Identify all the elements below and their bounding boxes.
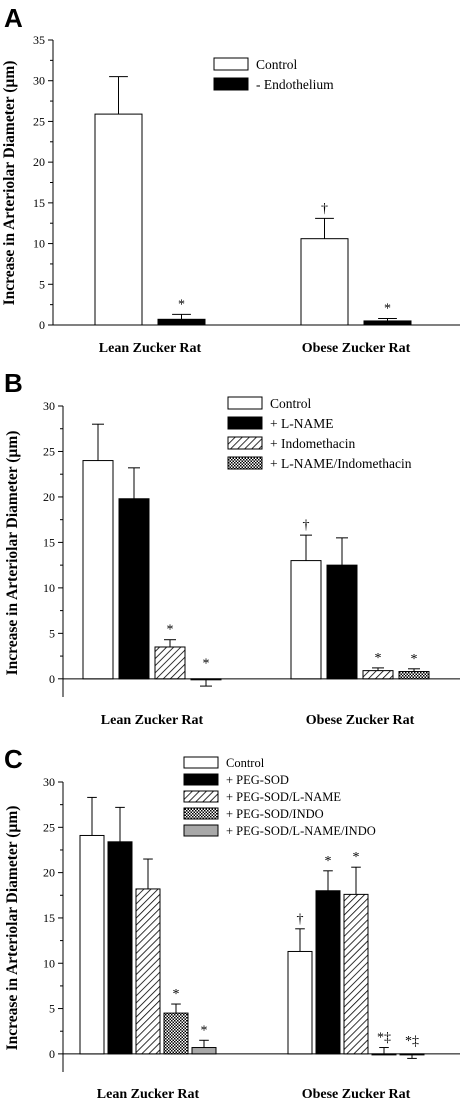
bar	[371, 1053, 397, 1056]
y-tick-label: 0	[49, 672, 55, 686]
legend-label: + PEG-SOD	[226, 773, 289, 787]
bar	[157, 318, 206, 326]
significance-mark: *	[384, 301, 391, 316]
y-tick-label: 25	[43, 820, 55, 834]
category-label: Lean Zucker Rat	[101, 713, 204, 728]
category-label: Obese Zucker Rat	[306, 713, 415, 728]
bar	[82, 460, 114, 680]
bar	[118, 498, 150, 680]
legend-swatch	[227, 436, 263, 450]
panel-letter: C	[4, 744, 23, 774]
category-label: Obese Zucker Rat	[302, 1087, 411, 1098]
bar	[362, 670, 394, 680]
y-tick-label: 15	[33, 196, 45, 210]
y-tick-label: 30	[43, 399, 55, 413]
y-tick-label: 25	[43, 444, 55, 458]
significance-mark: †	[321, 201, 328, 216]
y-tick-label: 30	[33, 74, 45, 88]
bar	[399, 1053, 425, 1056]
legend-swatch	[213, 77, 249, 91]
legend-label: Control	[226, 756, 265, 770]
chart-panel-b: B 0 5 10 15 20 25 30 Increase in Arteriolar Diam…	[4, 368, 460, 728]
y-tick-label: 15	[43, 535, 55, 549]
chart-panel-c: C 0 5 10 15 20 25 30 Increase in Arteriolar Diam…	[4, 744, 460, 1098]
significance-mark: †	[303, 518, 310, 533]
bar	[290, 560, 322, 680]
y-tick-label: 30	[43, 775, 55, 789]
legend-label: + L-NAME/Indomethacin	[270, 456, 412, 471]
significance-mark: *	[411, 652, 418, 667]
chart-panel-a: A 0 5 10 15 20 25 30 35 Increase in Arteriolar Di…	[1, 3, 460, 356]
legend-swatch	[213, 57, 249, 71]
bar	[363, 320, 412, 326]
significance-mark: *‡	[405, 1034, 419, 1049]
legend-swatch	[183, 824, 219, 837]
significance-mark: *	[178, 297, 185, 312]
legend-label: + PEG-SOD/L-NAME/INDO	[226, 824, 376, 838]
y-tick-label: 25	[33, 114, 45, 128]
significance-mark: *	[173, 987, 180, 1002]
y-tick-label: 20	[43, 866, 55, 880]
legend-label: + PEG-SOD/INDO	[226, 807, 324, 821]
significance-mark: *	[167, 623, 174, 638]
legend-label: - Endothelium	[256, 77, 334, 92]
panel-letter: B	[4, 368, 23, 398]
significance-mark: *‡	[377, 1031, 391, 1046]
y-tick-label: 0	[49, 1047, 55, 1061]
bar	[190, 678, 222, 681]
significance-mark: *	[325, 854, 332, 869]
y-tick-label: 20	[43, 490, 55, 504]
legend-swatch	[227, 416, 263, 430]
bar	[79, 834, 105, 1055]
bar	[300, 238, 349, 326]
y-tick-label: 0	[39, 318, 45, 332]
y-tick-label: 10	[33, 237, 45, 251]
significance-mark: *	[375, 651, 382, 666]
y-tick-label: 5	[49, 1002, 55, 1016]
legend-swatch	[183, 756, 219, 769]
legend-swatch	[227, 396, 263, 410]
bar	[135, 888, 161, 1055]
y-axis-label: Increase in Arteriolar Diameter (µm)	[4, 806, 21, 1051]
y-tick-label: 5	[49, 626, 55, 640]
category-label: Lean Zucker Rat	[97, 1087, 200, 1098]
y-tick-label: 10	[43, 581, 55, 595]
panel-letter: A	[4, 3, 23, 33]
y-tick-label: 10	[43, 956, 55, 970]
bar	[343, 893, 369, 1055]
significance-mark: *	[353, 850, 360, 865]
bar	[287, 950, 313, 1055]
bar	[398, 671, 430, 680]
y-axis-label: Increase in Arteriolar Diameter (µm)	[1, 61, 18, 306]
category-label: Obese Zucker Rat	[302, 341, 411, 356]
legend-label: + Indomethacin	[270, 436, 355, 451]
legend-swatch	[183, 773, 219, 786]
y-tick-label: 20	[33, 155, 45, 169]
legend-swatch	[227, 456, 263, 470]
legend-swatch	[183, 790, 219, 803]
significance-mark: *	[203, 656, 210, 671]
legend-label: + L-NAME	[270, 416, 333, 431]
bar	[107, 841, 133, 1055]
category-label: Lean Zucker Rat	[99, 341, 202, 356]
bar	[191, 1047, 217, 1055]
legend-swatch	[183, 807, 219, 820]
legend-label: + PEG-SOD/L-NAME	[226, 790, 341, 804]
legend-label: Control	[270, 396, 312, 411]
y-tick-label: 35	[33, 33, 45, 47]
bar	[315, 890, 341, 1055]
bar	[326, 564, 358, 680]
bar	[154, 646, 186, 680]
y-axis-label: Increase in Arteriolar Diameter (µm)	[4, 431, 21, 676]
y-tick-label: 15	[43, 911, 55, 925]
significance-mark: †	[297, 912, 304, 927]
y-tick-label: 5	[39, 277, 45, 291]
bar	[163, 1012, 189, 1055]
legend-label: Control	[256, 57, 298, 72]
significance-mark: *	[201, 1023, 208, 1038]
bar	[94, 113, 143, 326]
